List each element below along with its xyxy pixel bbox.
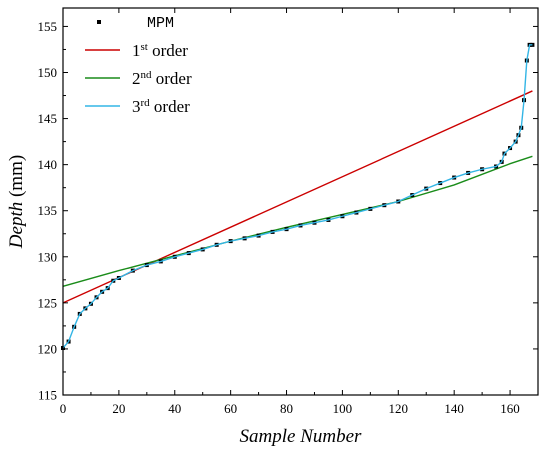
x-tick-label: 40 — [168, 401, 181, 416]
y-tick-label: 140 — [38, 157, 58, 172]
x-tick-label: 20 — [112, 401, 125, 416]
y-tick-label: 145 — [38, 111, 58, 126]
y-tick-label: 150 — [38, 65, 58, 80]
x-tick-label: 140 — [444, 401, 464, 416]
series-2nd-order-line — [62, 155, 533, 287]
plot-frame — [62, 7, 539, 396]
y-tick-label: 135 — [38, 203, 58, 218]
x-axis-title: Sample Number — [240, 426, 363, 447]
y-axis-title-text: Depth — [6, 202, 27, 249]
axes: 0 20 40 60 80 100 120 140 160 115 120 125 130 135 140 1… — [38, 7, 539, 416]
legend-label: 1st order — [132, 41, 188, 60]
x-tick-label: 0 — [60, 401, 67, 416]
legend: MPM 1st order 2nd order 3rd order — [85, 15, 192, 116]
y-tick-label: 125 — [38, 295, 58, 310]
y-axis-unit: (mm) — [6, 155, 27, 202]
x-tick-label: 60 — [224, 401, 237, 416]
legend-label: 3rd order — [132, 97, 190, 116]
legend-label: 2nd order — [132, 69, 192, 88]
series-layer — [61, 42, 535, 351]
y-tick-label: 115 — [38, 388, 57, 403]
x-tick-label: 80 — [280, 401, 293, 416]
x-tick-label: 120 — [389, 401, 409, 416]
y-tick-label: 120 — [38, 341, 58, 356]
x-tick-label: 100 — [333, 401, 353, 416]
y-tick-label: 155 — [38, 19, 58, 34]
x-tick-label: 160 — [500, 401, 520, 416]
legend-label-mpm: MPM — [147, 15, 174, 32]
legend-mpm-marker — [97, 20, 101, 24]
y-axis-title: Depth (mm) — [6, 155, 27, 249]
series-3rd-order-line — [62, 44, 533, 349]
y-tick-label: 130 — [38, 249, 58, 264]
